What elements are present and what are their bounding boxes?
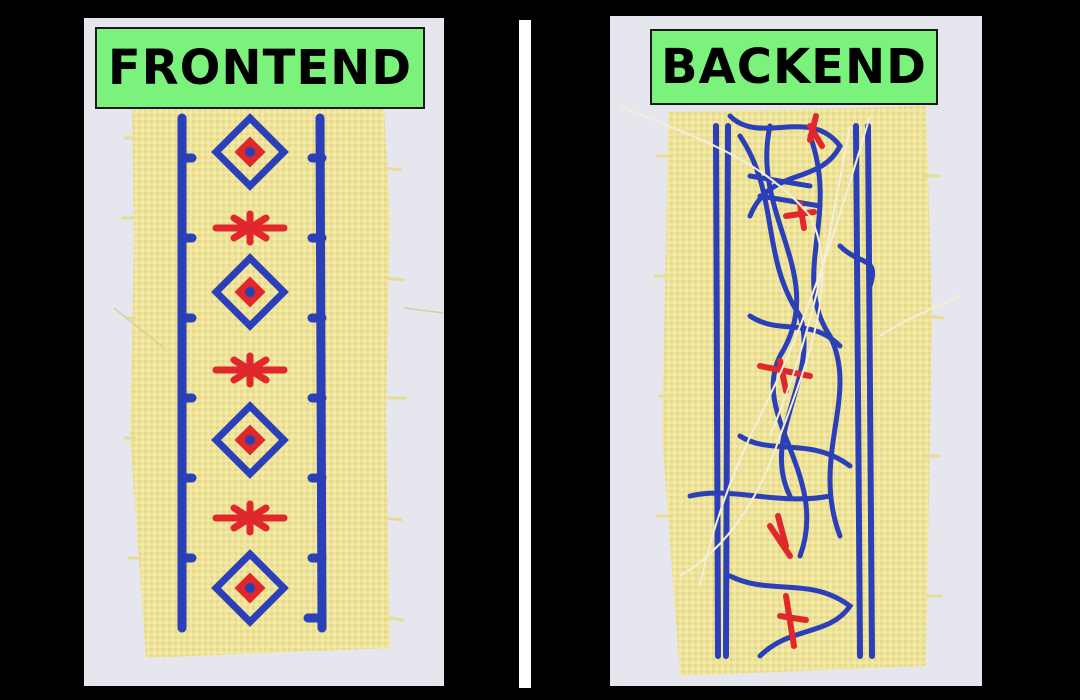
frontend-embroidery-photo <box>84 18 444 686</box>
red-cross-motif <box>212 500 288 536</box>
tangled-threads <box>687 113 876 659</box>
backend-label: BACKEND <box>650 29 938 105</box>
blue-border-stitches <box>713 123 875 659</box>
red-cross-motif <box>212 210 288 246</box>
red-cross-motif <box>212 352 288 388</box>
diamond-motif <box>211 113 289 191</box>
backend-embroidery-photo <box>610 16 982 686</box>
loose-cream-threads <box>619 105 961 587</box>
diamond-motif <box>211 253 289 331</box>
blue-border-stitches <box>177 113 327 633</box>
center-divider <box>519 20 531 688</box>
diamond-motif <box>211 401 289 479</box>
frontend-label: FRONTEND <box>95 27 425 109</box>
